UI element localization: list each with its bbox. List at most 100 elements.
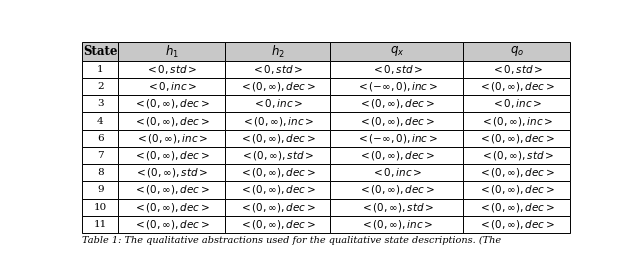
Bar <box>225 112 330 130</box>
Bar <box>463 199 570 216</box>
Text: $< (0,\infty), inc >$: $< (0,\infty), inc >$ <box>480 115 554 127</box>
Bar <box>225 147 330 164</box>
Text: $< (-\infty,0), inc >$: $< (-\infty,0), inc >$ <box>356 80 438 93</box>
Text: $< 0, inc >$: $< 0, inc >$ <box>491 97 543 110</box>
Text: $< 0, inc >$: $< 0, inc >$ <box>371 166 422 179</box>
Text: $< (0,\infty), dec >$: $< (0,\infty), dec >$ <box>133 149 210 162</box>
Text: $< 0, std >$: $< 0, std >$ <box>145 63 198 76</box>
Text: Table 1: The qualitative abstractions used for the qualitative state description: Table 1: The qualitative abstractions us… <box>83 236 502 245</box>
Bar <box>118 216 225 233</box>
Text: $h_1$: $h_1$ <box>164 43 179 60</box>
Text: State: State <box>83 45 118 58</box>
Text: 9: 9 <box>97 185 104 194</box>
Bar <box>330 42 463 61</box>
Bar <box>463 216 570 233</box>
Bar <box>330 78 463 95</box>
Text: $< (0,\infty), dec >$: $< (0,\infty), dec >$ <box>133 97 210 110</box>
Bar <box>463 42 570 61</box>
Bar <box>463 130 570 147</box>
Text: $< (0,\infty), dec >$: $< (0,\infty), dec >$ <box>133 201 210 214</box>
Text: $< (0,\infty), inc >$: $< (0,\infty), inc >$ <box>135 132 208 145</box>
Bar <box>463 78 570 95</box>
Text: $q_x$: $q_x$ <box>390 44 404 58</box>
Text: $< (0,\infty), dec >$: $< (0,\infty), dec >$ <box>239 183 316 197</box>
Text: $< 0, std >$: $< 0, std >$ <box>371 63 423 76</box>
Text: $< (0,\infty), dec >$: $< (0,\infty), dec >$ <box>358 97 435 110</box>
Bar <box>83 130 118 147</box>
Text: 3: 3 <box>97 99 104 108</box>
Bar <box>330 147 463 164</box>
Bar <box>118 147 225 164</box>
Bar <box>463 61 570 78</box>
Bar <box>118 78 225 95</box>
Text: $< (0,\infty), std >$: $< (0,\infty), std >$ <box>360 201 434 214</box>
Bar <box>225 199 330 216</box>
Bar <box>118 61 225 78</box>
Text: $< (-\infty,0), inc >$: $< (-\infty,0), inc >$ <box>356 132 438 145</box>
Bar <box>330 95 463 112</box>
Text: 6: 6 <box>97 134 104 143</box>
Bar <box>118 199 225 216</box>
Bar <box>225 216 330 233</box>
Bar <box>463 181 570 199</box>
Bar <box>83 112 118 130</box>
Bar <box>118 181 225 199</box>
Text: $< (0,\infty), dec >$: $< (0,\infty), dec >$ <box>478 183 556 197</box>
Bar <box>330 216 463 233</box>
Text: 2: 2 <box>97 82 104 91</box>
Text: $< (0,\infty), std >$: $< (0,\infty), std >$ <box>479 149 554 162</box>
Text: $< (0,\infty), dec >$: $< (0,\infty), dec >$ <box>133 115 210 127</box>
Text: 10: 10 <box>93 203 107 212</box>
Text: $< (0,\infty), dec >$: $< (0,\infty), dec >$ <box>133 218 210 231</box>
Bar <box>225 181 330 199</box>
Text: $< (0,\infty), dec >$: $< (0,\infty), dec >$ <box>239 80 316 93</box>
Bar <box>463 147 570 164</box>
Text: $< 0, std >$: $< 0, std >$ <box>490 63 543 76</box>
Text: $< (0,\infty), dec >$: $< (0,\infty), dec >$ <box>358 149 435 162</box>
Bar <box>83 78 118 95</box>
Bar <box>118 130 225 147</box>
Bar <box>463 112 570 130</box>
Text: $< (0,\infty), dec >$: $< (0,\infty), dec >$ <box>358 183 435 197</box>
Text: $< (0,\infty), dec >$: $< (0,\infty), dec >$ <box>239 218 316 231</box>
Text: $< 0, std >$: $< 0, std >$ <box>252 63 304 76</box>
Text: $< (0,\infty), dec >$: $< (0,\infty), dec >$ <box>478 166 556 179</box>
Text: $< (0,\infty), dec >$: $< (0,\infty), dec >$ <box>358 115 435 127</box>
Bar <box>225 130 330 147</box>
Text: $< (0,\infty), std >$: $< (0,\infty), std >$ <box>134 166 209 179</box>
Text: $h_2$: $h_2$ <box>271 43 285 60</box>
Text: 1: 1 <box>97 65 104 74</box>
Text: 7: 7 <box>97 151 104 160</box>
Bar <box>83 216 118 233</box>
Bar <box>225 42 330 61</box>
Bar <box>83 61 118 78</box>
Bar <box>225 61 330 78</box>
Bar <box>463 164 570 181</box>
Bar <box>118 112 225 130</box>
Text: $< (0,\infty), dec >$: $< (0,\infty), dec >$ <box>478 201 556 214</box>
Text: $< (0,\infty), dec >$: $< (0,\infty), dec >$ <box>133 183 210 197</box>
Bar <box>83 181 118 199</box>
Text: $< (0,\infty), dec >$: $< (0,\infty), dec >$ <box>239 166 316 179</box>
Bar <box>330 130 463 147</box>
Text: 8: 8 <box>97 168 104 177</box>
Text: $< 0, inc >$: $< 0, inc >$ <box>252 97 303 110</box>
Bar <box>330 181 463 199</box>
Bar <box>330 61 463 78</box>
Text: $q_o$: $q_o$ <box>509 44 524 58</box>
Text: $< (0,\infty), inc >$: $< (0,\infty), inc >$ <box>241 115 314 127</box>
Bar <box>225 164 330 181</box>
Text: $< (0,\infty), dec >$: $< (0,\infty), dec >$ <box>239 132 316 145</box>
Bar <box>83 164 118 181</box>
Text: $< (0,\infty), dec >$: $< (0,\infty), dec >$ <box>478 218 556 231</box>
Bar <box>330 112 463 130</box>
Bar <box>463 95 570 112</box>
Text: 4: 4 <box>97 117 104 126</box>
Bar <box>83 95 118 112</box>
Text: $< (0,\infty), std >$: $< (0,\infty), std >$ <box>241 149 315 162</box>
Text: $< (0,\infty), dec >$: $< (0,\infty), dec >$ <box>239 201 316 214</box>
Bar <box>83 42 118 61</box>
Text: $< (0,\infty), dec >$: $< (0,\infty), dec >$ <box>478 80 556 93</box>
Text: $< 0, inc >$: $< 0, inc >$ <box>146 80 197 93</box>
Bar <box>330 199 463 216</box>
